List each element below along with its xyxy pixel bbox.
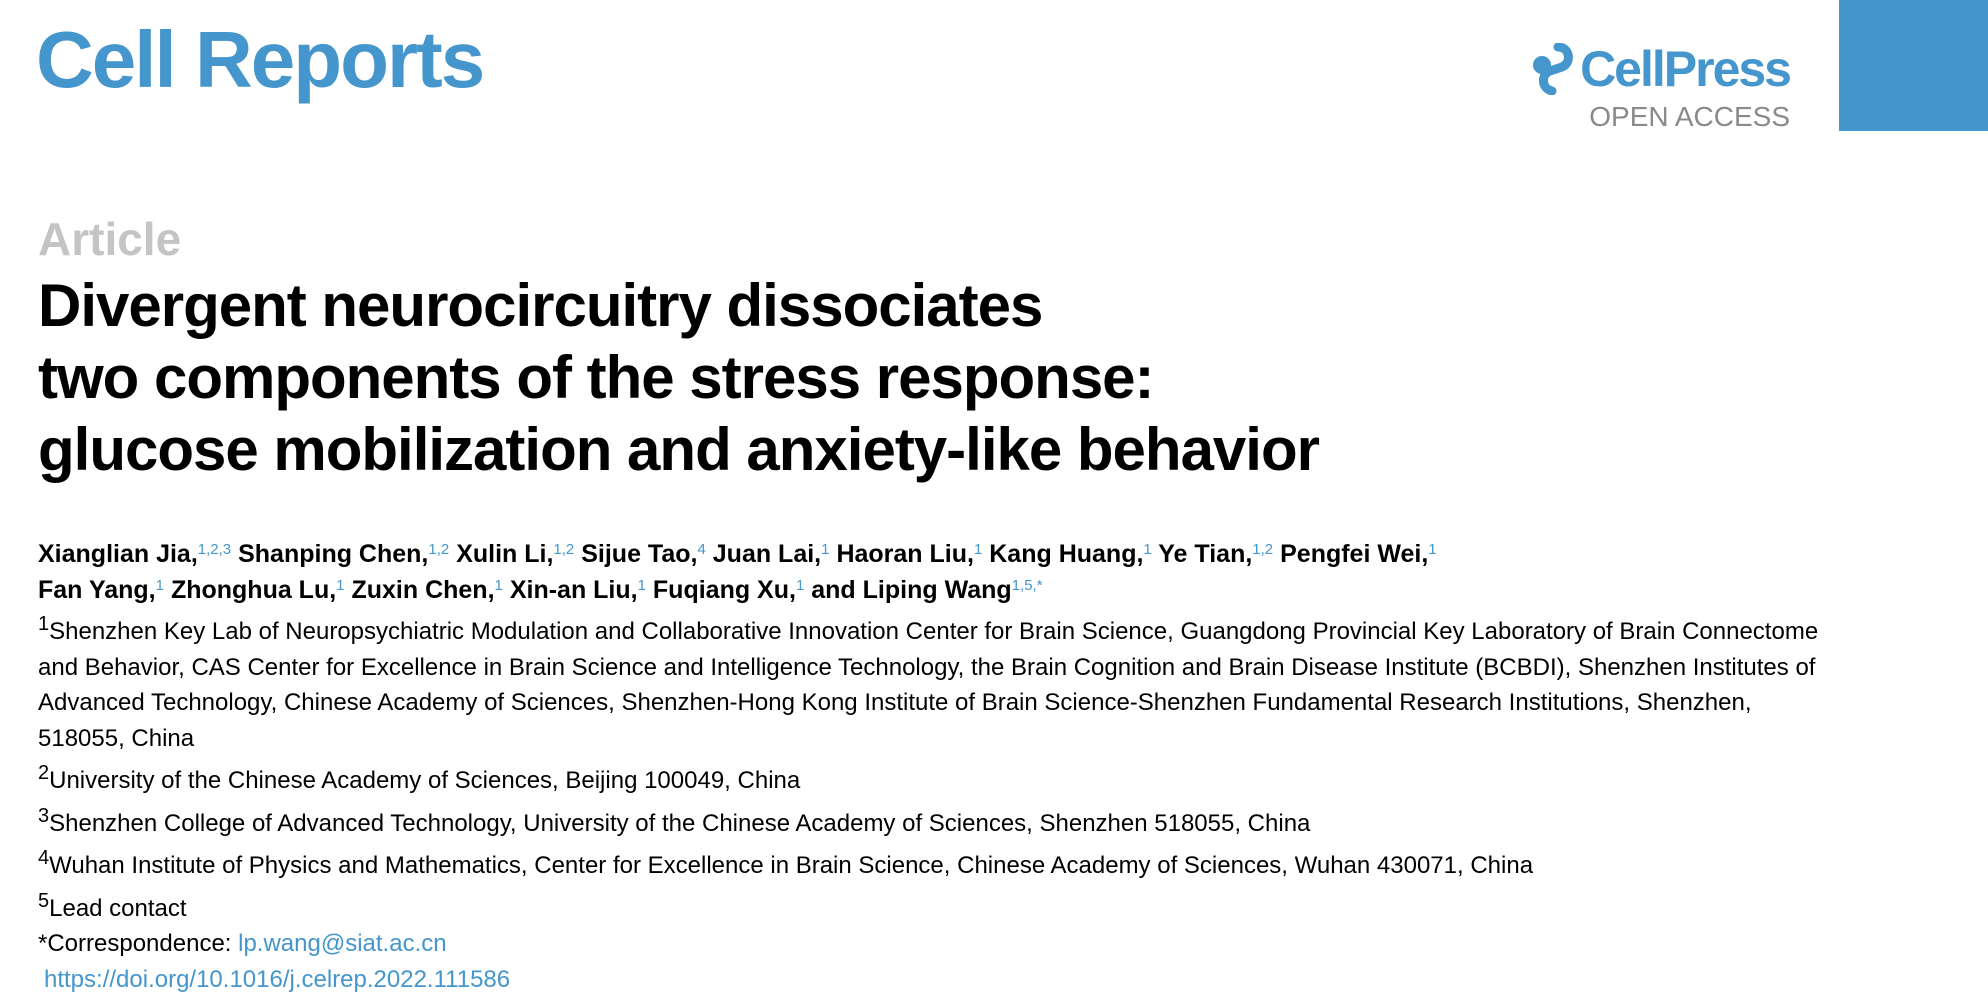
author-name: Xianglian Jia, (38, 540, 198, 568)
author-affiliation-marks[interactable]: 1,2,3 (197, 541, 232, 558)
title-line: Divergent neurocircuitry dissociates (38, 272, 1043, 339)
affiliation-number: 4 (38, 847, 50, 869)
author-name: Zuxin Chen, (351, 576, 495, 604)
author: Zhonghua Lu,1 (171, 576, 345, 604)
author: Haoran Liu,1 (836, 540, 982, 568)
author-name: Pengfei Wei, (1280, 540, 1429, 568)
affiliation-number: 3 (38, 804, 50, 827)
author: Sijue Tao,4 (581, 540, 706, 568)
affiliation-number: 5 (38, 889, 50, 912)
author-list: Xianglian Jia,1,2,3 Shanping Chen,1,2 Xu… (38, 536, 1818, 608)
author: Xin-an Liu,1 (510, 576, 646, 604)
author: Xulin Li,1,2 (456, 540, 574, 568)
author-name: Kang Huang, (989, 540, 1144, 568)
author-name: Haoran Liu, (836, 540, 974, 568)
title-line: two components of the stress response: (38, 344, 1155, 411)
journal-logo[interactable]: Cell Reports (36, 15, 485, 104)
correspondence-email-link[interactable]: lp.wang@siat.ac.cn (238, 930, 447, 957)
author-affiliation-marks[interactable]: 1 (821, 541, 830, 558)
author-affiliation-marks[interactable]: 1 (494, 577, 503, 594)
author: and Liping Wang1,5,* (811, 576, 1042, 604)
author-affiliation-marks[interactable]: 1 (1428, 541, 1437, 558)
doi-link[interactable]: https://doi.org/10.1016/j.celrep.2022.11… (44, 965, 511, 993)
author-name: Zhonghua Lu, (170, 576, 337, 604)
author: Shanping Chen,1,2 (238, 540, 449, 568)
article-title: Divergent neurocircuitry dissociates two… (38, 270, 1320, 486)
open-access-label: OPEN ACCESS (1589, 101, 1790, 132)
author: Kang Huang,1 (989, 540, 1152, 568)
author: Fan Yang,1 (38, 576, 164, 604)
affiliation: 2University of the Chinese Academy of Sc… (38, 756, 1828, 799)
author-name: Xin-an Liu, (509, 576, 638, 604)
author-affiliation-marks[interactable]: 1 (336, 577, 345, 594)
correspondence: *Correspondence: lp.wang@siat.ac.cn (38, 926, 1828, 962)
author-name: Fuqiang Xu, (652, 576, 796, 604)
correspondence-label: *Correspondence: (38, 930, 232, 957)
corner-color-block (1839, 0, 1988, 131)
affiliation-text: Wuhan Institute of Physics and Mathemati… (49, 852, 1534, 879)
author-name: Sijue Tao, (581, 540, 698, 568)
author-affiliation-marks[interactable]: 1,2 (553, 541, 575, 558)
author-affiliation-marks[interactable]: 1,2 (1252, 541, 1274, 558)
affiliation: 4Wuhan Institute of Physics and Mathemat… (38, 841, 1828, 884)
author: Xianglian Jia,1,2,3 (38, 540, 231, 568)
affiliations: 1Shenzhen Key Lab of Neuropsychiatric Mo… (38, 607, 1828, 997)
affiliation-text: University of the Chinese Academy of Sci… (49, 767, 801, 794)
author: Juan Lai,1 (713, 540, 830, 568)
author-affiliation-marks[interactable]: 1 (973, 541, 983, 558)
author: Zuxin Chen,1 (351, 576, 502, 604)
article-type: Article (38, 213, 182, 265)
author-name: Fan Yang, (38, 576, 156, 604)
author-affiliation-marks[interactable]: 1,5,* (1011, 577, 1043, 594)
author-affiliation-marks[interactable]: 1,2 (428, 541, 450, 558)
author: Pengfei Wei,1 (1280, 540, 1437, 568)
affiliation: 5Lead contact (38, 884, 1828, 927)
affiliation-number: 2 (38, 762, 50, 784)
author-name: Xulin Li, (456, 540, 554, 568)
publisher-name: CellPress (1580, 41, 1792, 97)
author-affiliation-marks[interactable]: 1 (795, 577, 805, 594)
affiliation-number: 1 (38, 613, 50, 635)
affiliation-text: Shenzhen College of Advanced Technology,… (49, 809, 1311, 837)
affiliation: 1Shenzhen Key Lab of Neuropsychiatric Mo… (38, 607, 1828, 756)
author-affiliation-marks[interactable]: 4 (697, 541, 706, 558)
author-name: Shanping Chen, (238, 540, 429, 568)
author-name: and Liping Wang (811, 576, 1012, 604)
author: Ye Tian,1,2 (1158, 540, 1273, 568)
author-affiliation-marks[interactable]: 1 (1143, 541, 1152, 558)
author-affiliation-marks[interactable]: 1 (155, 577, 164, 594)
author: Fuqiang Xu,1 (653, 576, 804, 604)
affiliation-text: Lead contact (49, 894, 187, 922)
title-line: glucose mobilization and anxiety-like be… (38, 416, 1320, 483)
author-name: Juan Lai, (712, 540, 822, 568)
affiliation-text: Shenzhen Key Lab of Neuropsychiatric Mod… (38, 618, 1819, 752)
author-affiliation-marks[interactable]: 1 (637, 577, 646, 594)
cellpress-icon (1533, 43, 1573, 95)
author-name: Ye Tian, (1158, 540, 1253, 568)
affiliation: 3Shenzhen College of Advanced Technology… (38, 799, 1828, 842)
cellpress-logo[interactable]: CellPress OPEN ACCESS (1498, 40, 1792, 134)
